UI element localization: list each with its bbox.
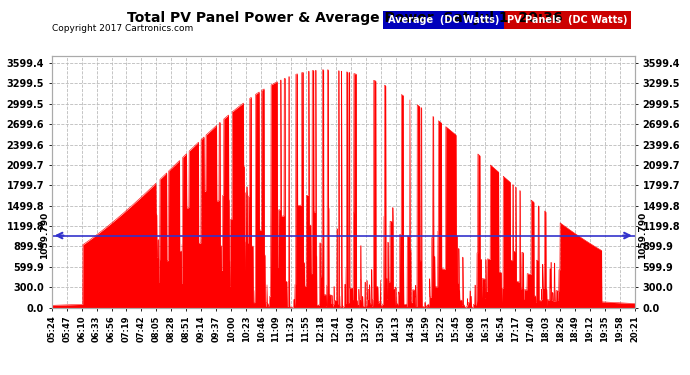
Text: Copyright 2017 Cartronics.com: Copyright 2017 Cartronics.com bbox=[52, 24, 193, 33]
Text: 1059.790: 1059.790 bbox=[40, 212, 49, 259]
Text: PV Panels  (DC Watts): PV Panels (DC Watts) bbox=[507, 15, 628, 25]
Bar bbox=[383, 11, 504, 29]
Bar bbox=[504, 11, 631, 29]
Text: Total PV Panel Power & Average Power  Sat Jul 1  20:36: Total PV Panel Power & Average Power Sat… bbox=[127, 11, 563, 25]
Text: 1059.790: 1059.790 bbox=[638, 212, 647, 259]
Text: Average  (DC Watts): Average (DC Watts) bbox=[388, 15, 499, 25]
